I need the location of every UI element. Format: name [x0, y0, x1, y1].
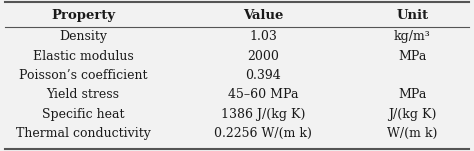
Text: MPa: MPa: [398, 88, 427, 101]
Text: Property: Property: [51, 9, 115, 22]
Text: 1.03: 1.03: [249, 31, 277, 43]
Text: Thermal conductivity: Thermal conductivity: [16, 127, 150, 140]
Text: Value: Value: [243, 9, 283, 22]
Text: 45–60 MPa: 45–60 MPa: [228, 88, 298, 101]
Text: Unit: Unit: [396, 9, 428, 22]
Text: Poisson’s coefficient: Poisson’s coefficient: [18, 69, 147, 82]
Text: kg/m³: kg/m³: [394, 31, 431, 43]
Text: Elastic modulus: Elastic modulus: [33, 50, 133, 63]
Text: W/(m k): W/(m k): [387, 127, 438, 140]
Text: 1386 J/(kg K): 1386 J/(kg K): [221, 108, 305, 121]
Text: J/(kg K): J/(kg K): [388, 108, 437, 121]
Text: 2000: 2000: [247, 50, 279, 63]
Text: 0.394: 0.394: [245, 69, 281, 82]
Text: Yield stress: Yield stress: [46, 88, 119, 101]
Text: MPa: MPa: [398, 50, 427, 63]
Text: Specific heat: Specific heat: [42, 108, 124, 121]
Text: Density: Density: [59, 31, 107, 43]
Text: 0.2256 W/(m k): 0.2256 W/(m k): [214, 127, 312, 140]
